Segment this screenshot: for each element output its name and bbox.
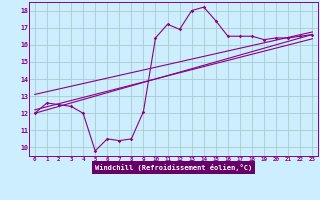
- X-axis label: Windchill (Refroidissement éolien,°C): Windchill (Refroidissement éolien,°C): [95, 164, 252, 171]
